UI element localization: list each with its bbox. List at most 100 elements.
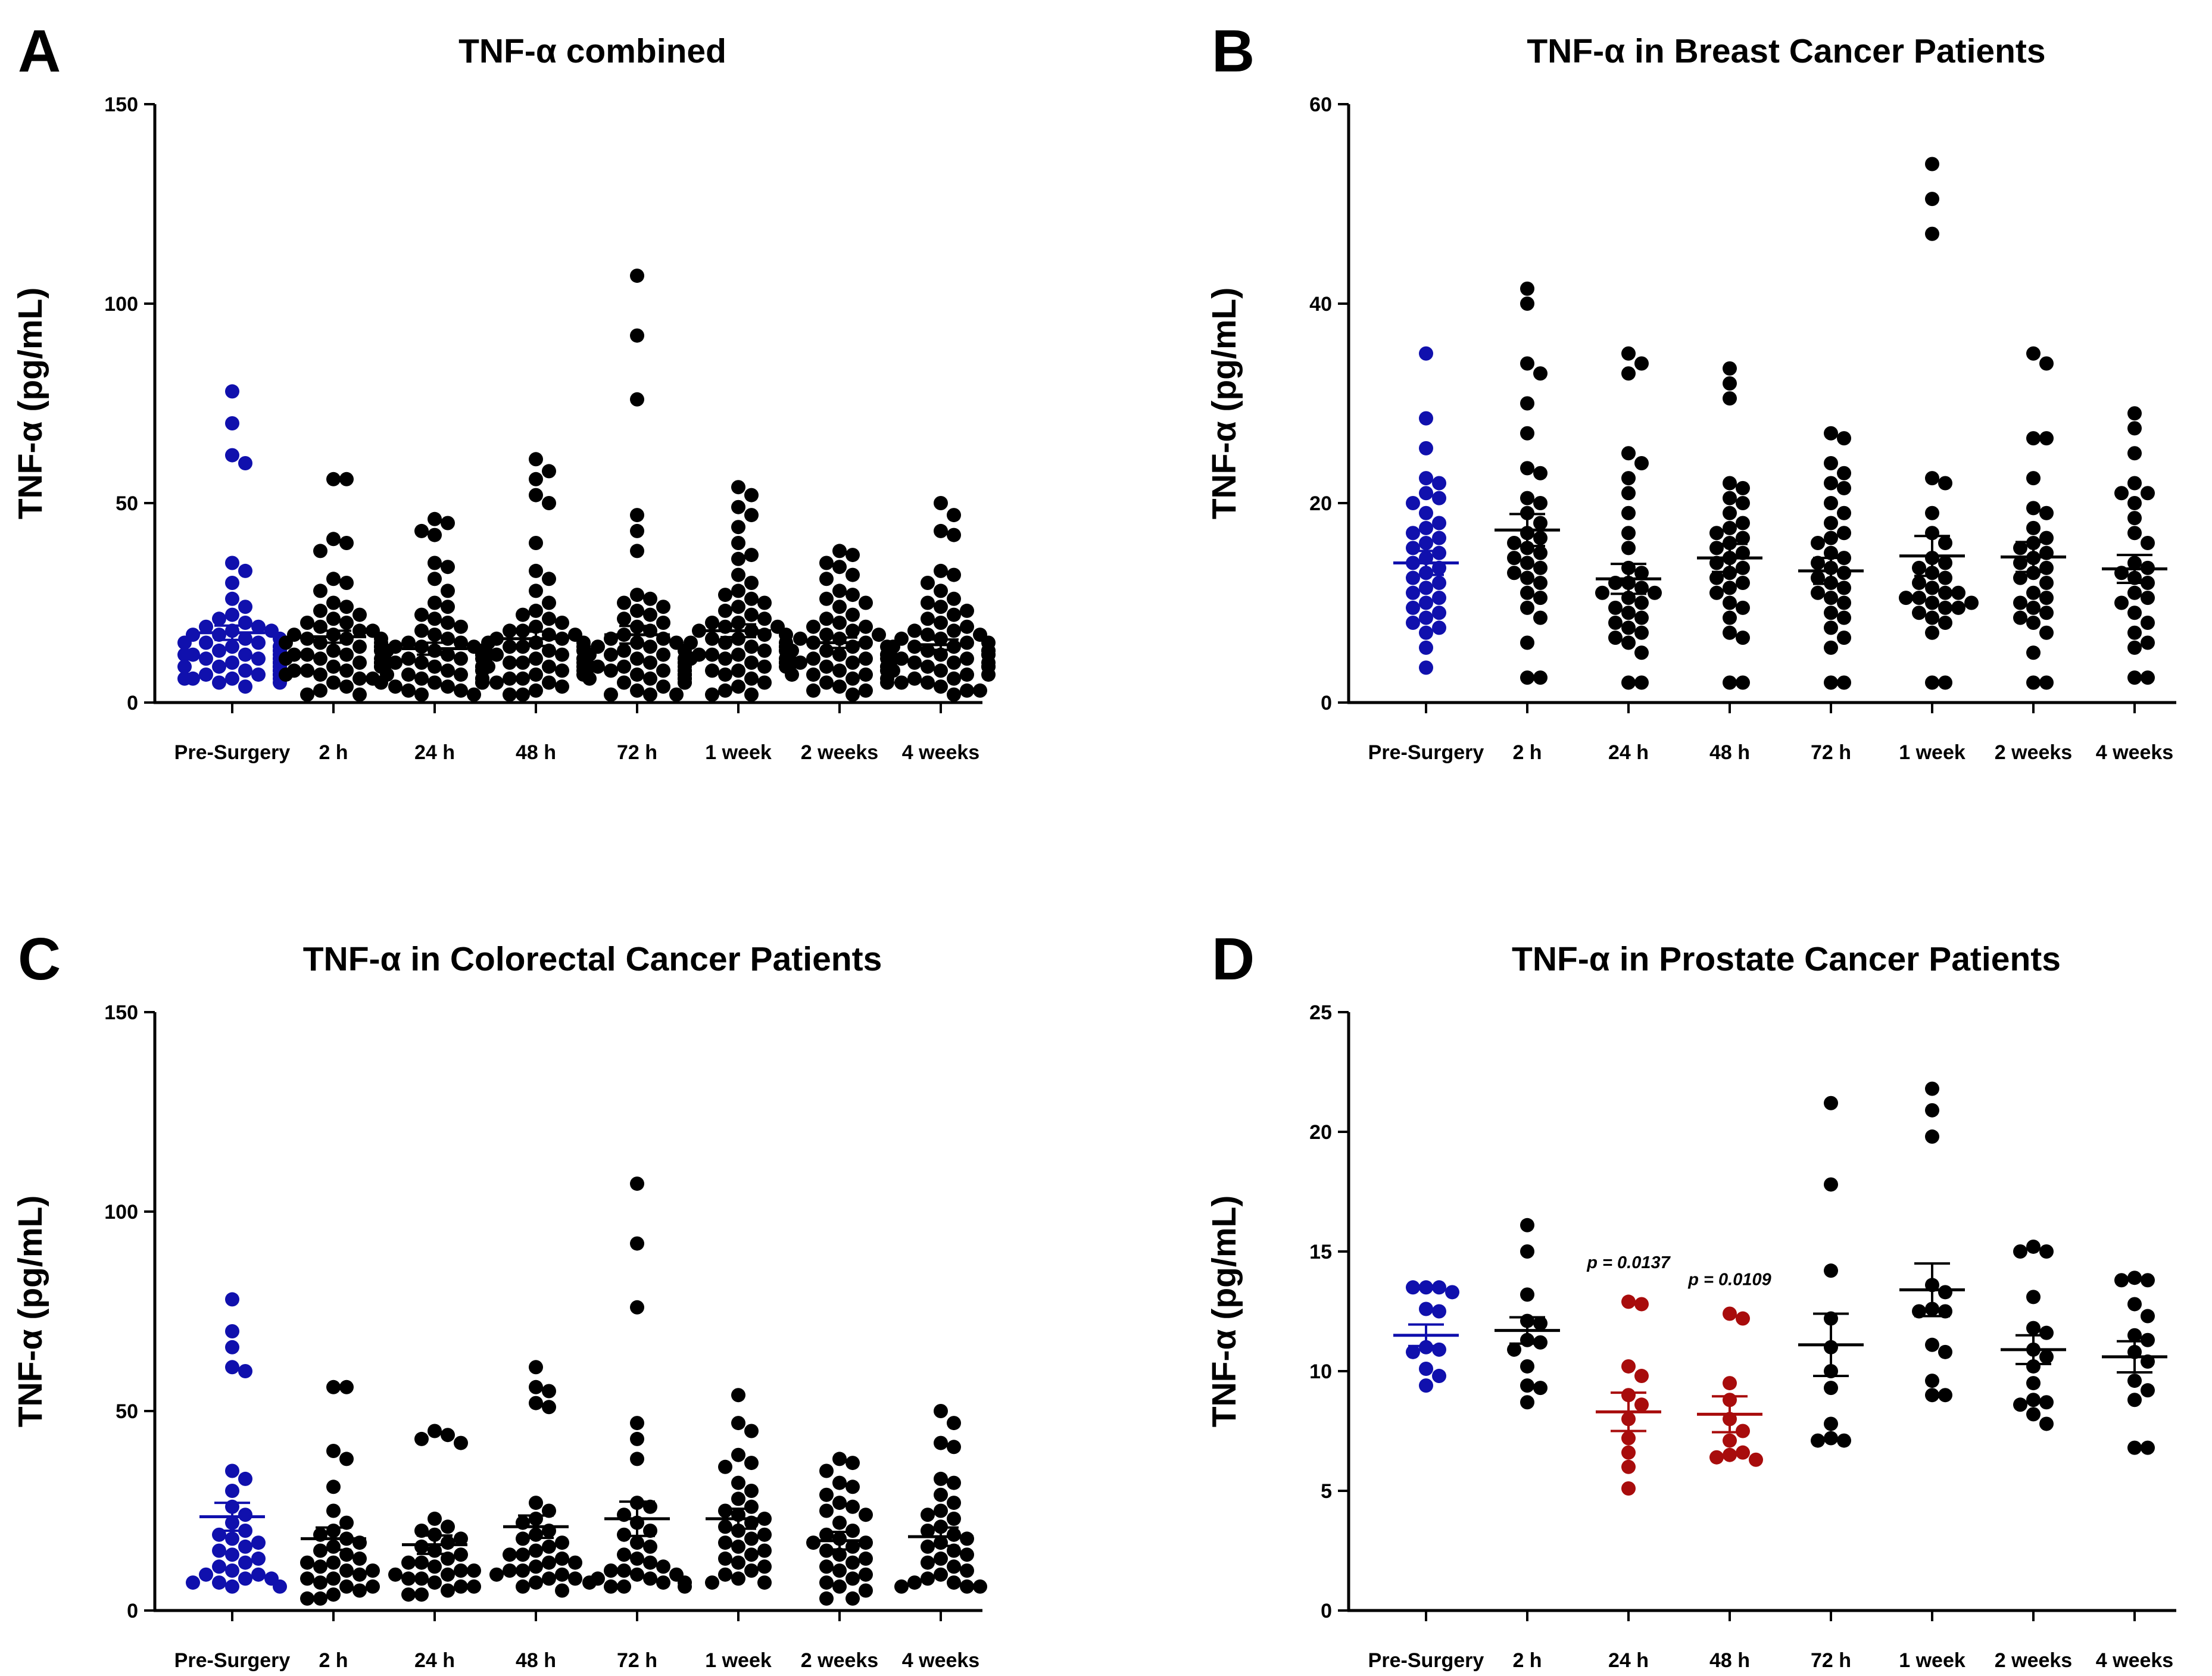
data-point — [2127, 526, 2142, 541]
data-point — [238, 663, 252, 678]
data-point — [731, 536, 745, 550]
data-point — [1520, 356, 1534, 371]
data-point — [1419, 441, 1433, 455]
data-point — [529, 1360, 543, 1375]
data-point — [326, 1379, 341, 1394]
data-point — [806, 1535, 820, 1550]
data-point — [744, 671, 759, 686]
data-point — [313, 1575, 327, 1590]
data-point — [832, 1496, 847, 1510]
data-point — [757, 1543, 772, 1558]
data-point — [454, 667, 468, 682]
data-point — [1634, 356, 1649, 371]
y-axis-label: TNF-α (pg/mL) — [11, 1196, 49, 1428]
data-point — [428, 1559, 442, 1574]
data-point — [744, 1456, 759, 1471]
data-point — [225, 1547, 239, 1562]
data-point — [300, 631, 314, 646]
data-point — [339, 472, 354, 486]
y-tick-label: 0 — [127, 692, 138, 714]
data-point — [2013, 1244, 2027, 1259]
data-point — [731, 551, 745, 566]
data-point — [872, 628, 886, 642]
data-point — [1899, 591, 1913, 606]
x-tick-label: 48 h — [516, 1649, 556, 1672]
data-point — [630, 1452, 644, 1466]
data-point — [313, 651, 327, 666]
data-point — [731, 1416, 745, 1431]
data-point — [326, 1444, 341, 1458]
data-point — [238, 616, 252, 630]
data-point — [542, 1384, 556, 1399]
data-point — [529, 472, 543, 486]
data-point — [656, 647, 670, 662]
data-point — [1533, 466, 1548, 480]
data-point — [1736, 1424, 1750, 1438]
data-point — [832, 1475, 847, 1490]
x-tick-label: 72 h — [617, 1649, 657, 1672]
data-point — [705, 1575, 719, 1590]
y-tick-label: 50 — [116, 492, 138, 515]
data-point — [947, 607, 961, 622]
data-point — [2039, 591, 2054, 606]
data-point — [225, 1360, 239, 1375]
data-point — [846, 623, 860, 638]
y-axis-label: TNF-α (pg/mL) — [1205, 288, 1243, 520]
data-point — [1736, 576, 1750, 590]
data-point — [630, 1416, 644, 1431]
data-point — [352, 671, 367, 686]
data-point — [1621, 1359, 1636, 1374]
data-point — [1520, 585, 1534, 600]
data-point — [1533, 496, 1548, 510]
data-point — [326, 1480, 341, 1494]
data-point — [212, 1575, 226, 1590]
data-point — [859, 683, 873, 698]
data-point — [718, 1503, 732, 1518]
data-point — [225, 1484, 239, 1498]
y-tick-label: 40 — [1309, 293, 1332, 316]
data-point — [2026, 431, 2041, 446]
data-point — [1432, 491, 1446, 505]
data-point — [846, 656, 860, 670]
data-point — [1419, 1340, 1433, 1354]
data-point — [921, 1555, 935, 1570]
data-point — [326, 643, 341, 658]
data-point — [617, 643, 631, 658]
data-point — [1723, 520, 1737, 535]
data-point — [1723, 361, 1737, 376]
data-point — [947, 528, 961, 542]
data-point — [947, 591, 961, 606]
data-point — [388, 679, 403, 694]
data-point — [428, 628, 442, 642]
data-point — [1938, 1388, 1952, 1403]
data-point — [251, 619, 266, 634]
data-point — [1938, 476, 1952, 491]
data-point — [731, 679, 745, 694]
x-tick-label: 2 weeks — [1995, 741, 2072, 764]
data-point — [1925, 471, 1939, 486]
data-point — [2127, 606, 2142, 620]
data-point — [1723, 610, 1737, 625]
data-point — [1837, 431, 1851, 446]
data-point — [339, 1515, 354, 1530]
data-point — [582, 1575, 597, 1590]
data-point — [731, 663, 745, 678]
data-point — [1912, 1304, 1926, 1319]
data-point — [339, 679, 354, 694]
data-point — [757, 643, 772, 658]
data-point — [2026, 675, 2041, 690]
data-point — [1533, 670, 1548, 685]
data-point — [428, 1575, 442, 1590]
data-point — [2026, 346, 2041, 361]
data-point — [1824, 516, 1838, 530]
data-point — [352, 687, 367, 702]
data-point — [2127, 625, 2142, 640]
data-point — [1723, 675, 1737, 690]
data-point — [529, 1559, 543, 1574]
data-point — [212, 611, 226, 626]
data-point — [238, 679, 252, 694]
data-point — [1938, 600, 1952, 615]
data-point — [2026, 616, 2041, 630]
data-point — [279, 635, 293, 650]
